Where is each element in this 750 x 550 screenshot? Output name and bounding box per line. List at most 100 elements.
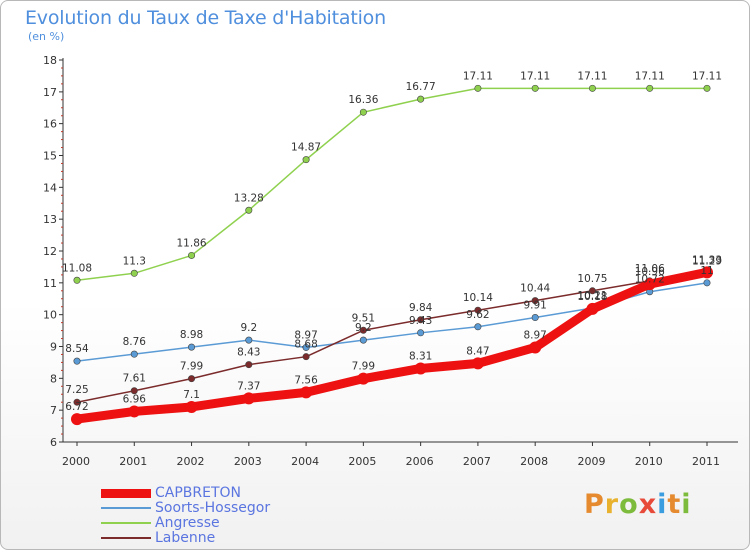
data-point-soorts-hossegor <box>359 336 367 344</box>
data-point-capbreton <box>357 372 370 385</box>
data-label: 11.29 <box>692 256 722 268</box>
logo-letter: t <box>667 489 682 520</box>
x-tick-label: 2009 <box>577 455 605 468</box>
data-label: 8.54 <box>65 343 89 355</box>
x-tick-label: 2001 <box>119 455 147 468</box>
data-point-labenne <box>531 297 539 305</box>
data-label: 17.11 <box>635 70 665 82</box>
data-label: 6.72 <box>65 401 88 413</box>
data-label: 9.43 <box>409 315 432 327</box>
chart-title: Evolution du Taux de Taxe d'Habitation <box>25 7 386 29</box>
x-tick-label: 2003 <box>234 455 262 468</box>
series-line-soorts-hossegor <box>76 282 708 362</box>
data-point-labenne <box>245 361 253 369</box>
data-label: 9.2 <box>355 322 372 334</box>
data-point-angresse <box>245 206 253 214</box>
data-label: 9.2 <box>240 322 257 334</box>
x-tick-label: 2005 <box>348 455 376 468</box>
data-point-capbreton <box>300 386 313 399</box>
data-label: 11 <box>700 265 713 277</box>
data-label: 16.77 <box>406 81 436 93</box>
x-tick-label: 2010 <box>635 455 663 468</box>
logo-letter: r <box>604 489 620 520</box>
legend-label-soorts-hossegor: Soorts-Hossegor <box>155 500 271 516</box>
y-tick-label: 11 <box>43 277 57 290</box>
data-point-angresse <box>359 108 367 116</box>
data-label: 7.1 <box>183 389 200 401</box>
data-label: 6.96 <box>123 393 147 405</box>
x-tick-label: 2011 <box>692 455 720 468</box>
data-point-capbreton <box>643 278 656 291</box>
x-tick-label: 2002 <box>177 455 205 468</box>
series-line-capbreton <box>72 267 712 424</box>
data-point-labenne <box>588 287 596 295</box>
data-label: 13.28 <box>234 192 264 204</box>
data-label: 16.36 <box>348 94 378 106</box>
data-label: 10.96 <box>635 266 665 278</box>
legend-label-capbreton: CAPBRETON <box>155 485 242 501</box>
data-point-soorts-hossegor <box>417 329 425 337</box>
data-point-capbreton <box>529 341 542 354</box>
data-point-soorts-hossegor <box>130 350 138 358</box>
data-point-labenne <box>130 387 138 395</box>
data-label: 8.31 <box>409 350 432 362</box>
x-tick-label: 2000 <box>62 455 90 468</box>
logo-letter: x <box>638 489 658 520</box>
data-point-angresse <box>73 276 81 284</box>
data-point-labenne <box>73 398 81 406</box>
logo-letter: o <box>619 489 639 520</box>
y-tick-label: 8 <box>50 372 57 385</box>
data-point-capbreton <box>185 400 198 413</box>
y-tick-label: 13 <box>43 213 57 226</box>
data-point-angresse <box>474 84 482 92</box>
series-line-angresse <box>76 87 708 282</box>
legend-swatch-labenne <box>101 537 151 539</box>
data-point-labenne <box>302 353 310 361</box>
data-point-angresse <box>531 84 539 92</box>
data-label: 17.11 <box>577 70 607 82</box>
data-label: 8.43 <box>237 347 260 359</box>
y-tick-label: 6 <box>50 436 57 449</box>
data-label: 8.97 <box>523 329 546 341</box>
unit-label: (en %) <box>28 30 65 43</box>
data-label: 17.11 <box>520 70 550 82</box>
data-point-angresse <box>130 269 138 277</box>
data-point-angresse <box>188 251 196 259</box>
data-point-angresse <box>646 84 654 92</box>
y-tick-label: 7 <box>50 404 57 417</box>
logo-letter: i <box>681 489 692 520</box>
data-point-labenne <box>188 375 196 383</box>
data-label: 11.08 <box>62 262 92 274</box>
y-tick-label: 16 <box>43 118 57 131</box>
data-point-soorts-hossegor <box>73 357 81 365</box>
y-tick-label: 17 <box>43 86 57 99</box>
data-point-angresse <box>302 156 310 164</box>
data-label: 8.68 <box>294 339 317 351</box>
series-line-labenne <box>76 272 708 403</box>
data-label: 7.99 <box>352 361 375 373</box>
data-point-soorts-hossegor <box>188 343 196 351</box>
data-label: 9.91 <box>523 300 546 312</box>
y-tick-label: 15 <box>43 150 57 163</box>
data-label: 17.11 <box>463 70 493 82</box>
data-point-capbreton <box>471 357 484 370</box>
data-label: 8.98 <box>180 329 203 341</box>
data-label: 7.37 <box>237 380 260 392</box>
logo-letter: P <box>584 489 605 520</box>
data-point-capbreton <box>242 392 255 405</box>
data-point-capbreton <box>71 413 83 426</box>
data-point-angresse <box>588 84 596 92</box>
data-point-labenne <box>417 316 425 324</box>
legend-label-angresse: Angresse <box>155 515 220 531</box>
data-point-angresse <box>417 95 425 103</box>
data-label: 11.06 <box>635 263 665 275</box>
x-tick-label: 2008 <box>520 455 548 468</box>
data-label: 9.51 <box>352 312 375 324</box>
data-label: 11.3 <box>123 255 146 267</box>
logo-letter: i <box>657 489 668 520</box>
legend-swatch-soorts-hossegor <box>101 507 151 509</box>
y-tick-label: 12 <box>43 245 57 258</box>
x-tick-label: 2007 <box>463 455 491 468</box>
data-label: 7.99 <box>180 361 203 373</box>
x-tick-label: 2004 <box>291 455 319 468</box>
